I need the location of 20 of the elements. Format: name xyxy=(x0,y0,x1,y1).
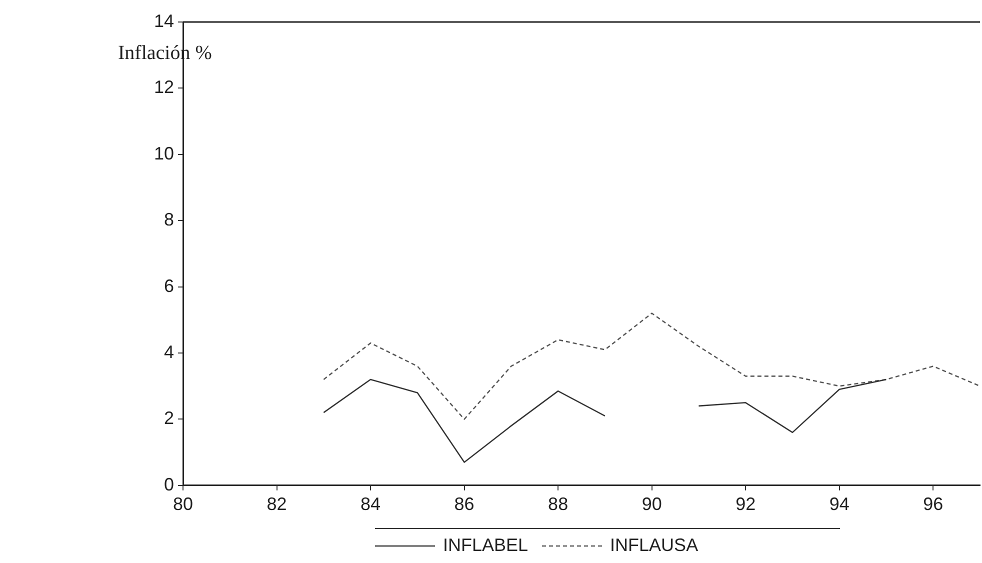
x-tick-label: 88 xyxy=(548,494,568,514)
y-tick-label: 14 xyxy=(154,10,174,31)
y-tick-label: 0 xyxy=(164,474,174,494)
x-tick-label: 80 xyxy=(173,494,194,514)
x-tick-label: 84 xyxy=(360,494,381,514)
y-tick-label: 4 xyxy=(164,342,174,362)
x-tick-label: 94 xyxy=(829,494,850,514)
x-tick-label: 82 xyxy=(266,494,287,514)
legend-label: INFLABEL xyxy=(443,535,528,556)
legend-label: INFLAUSA xyxy=(610,535,698,556)
y-tick-label: 10 xyxy=(154,143,174,164)
x-tick-label: 92 xyxy=(736,494,756,514)
x-tick-label: 90 xyxy=(642,494,662,514)
x-tick-label: 96 xyxy=(923,494,944,514)
y-tick-label: 8 xyxy=(164,210,174,230)
line-series xyxy=(323,312,980,420)
x-tick-label: 86 xyxy=(454,494,474,514)
y-tick-label: 2 xyxy=(164,408,174,428)
y-tick-label: 6 xyxy=(164,276,174,296)
y-tick-label: 12 xyxy=(154,77,174,98)
